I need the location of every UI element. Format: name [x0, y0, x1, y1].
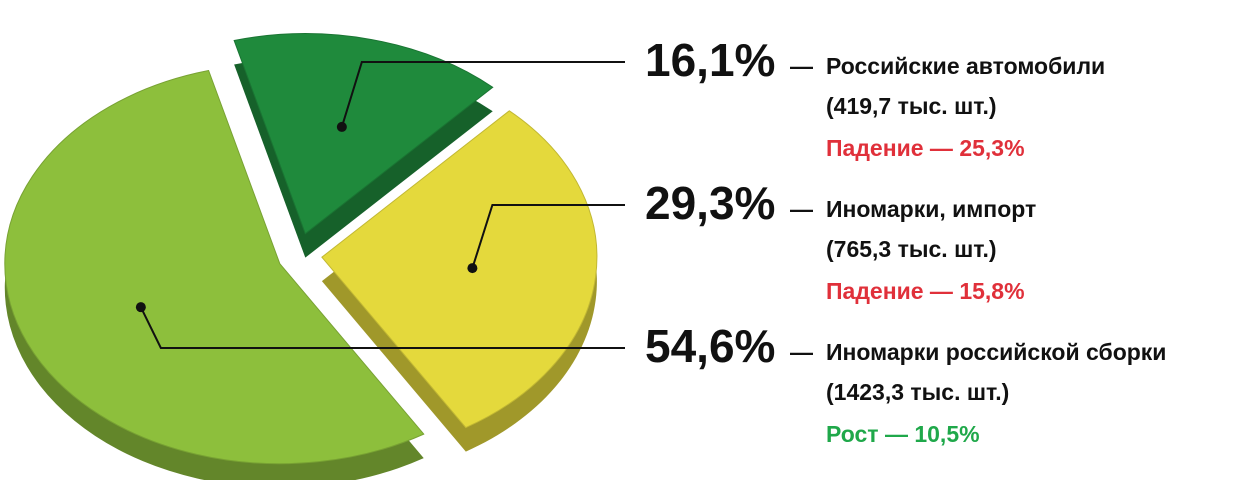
- quantity-label: (765,3 тыс. шт.): [826, 236, 997, 262]
- category-label: Российские автомобили: [826, 53, 1105, 79]
- leader-line: [139, 306, 625, 349]
- leader-dot: [336, 121, 347, 132]
- leader-line: [471, 204, 625, 269]
- value-label: 54,6%: [645, 320, 775, 372]
- value-label: 16,1%: [645, 34, 775, 86]
- separator: —: [790, 339, 813, 365]
- leader-line: [340, 61, 625, 128]
- quantity-label: (1423,3 тыс. шт.): [826, 379, 1009, 405]
- change-label: Рост — 10,5%: [826, 421, 980, 447]
- category-label: Иномарки, импорт: [826, 196, 1036, 222]
- leader-dot: [467, 263, 478, 274]
- value-label: 29,3%: [645, 177, 775, 229]
- separator: —: [790, 196, 813, 222]
- category-label: Иномарки российской сборки: [826, 339, 1166, 365]
- leader-dot: [135, 302, 146, 313]
- change-label: Падение — 15,8%: [826, 278, 1025, 304]
- slice: [233, 33, 494, 235]
- separator: —: [790, 53, 813, 79]
- change-label: Падение — 25,3%: [826, 135, 1025, 161]
- quantity-label: (419,7 тыс. шт.): [826, 93, 997, 119]
- slice: [4, 69, 425, 465]
